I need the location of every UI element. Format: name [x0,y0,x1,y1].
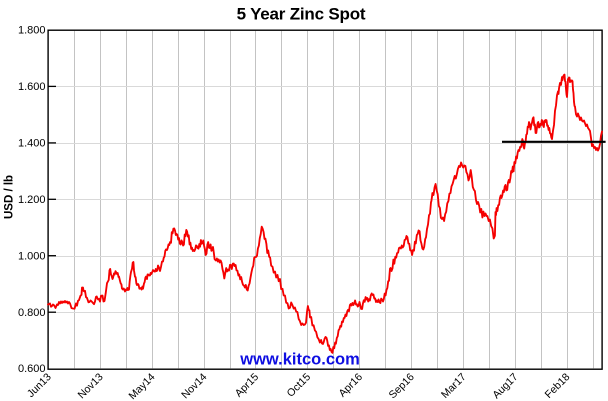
svg-text:Aug17: Aug17 [490,371,520,401]
svg-text:1.800: 1.800 [18,25,46,37]
svg-text:1.400: 1.400 [18,138,46,150]
svg-text:www.kitco.com: www.kitco.com [239,350,360,368]
svg-text:Oct15: Oct15 [285,371,314,400]
svg-text:Mar17: Mar17 [439,371,469,401]
svg-text:5 Year Zinc Spot: 5 Year Zinc Spot [237,5,366,24]
svg-text:0.600: 0.600 [18,363,46,375]
svg-text:Sep16: Sep16 [387,371,417,401]
svg-text:Feb18: Feb18 [543,371,573,401]
svg-text:May14: May14 [127,371,158,401]
svg-text:1.000: 1.000 [18,250,46,262]
svg-text:Nov14: Nov14 [179,371,209,401]
svg-text:1.200: 1.200 [18,194,46,206]
svg-text:Apr16: Apr16 [337,371,366,400]
svg-text:USD / lb: USD / lb [4,175,16,219]
svg-text:0.800: 0.800 [18,307,46,319]
svg-text:Apr15: Apr15 [233,371,262,400]
svg-text:1.600: 1.600 [18,81,46,93]
svg-text:Nov13: Nov13 [76,371,106,401]
svg-text:Jun13: Jun13 [25,371,54,400]
